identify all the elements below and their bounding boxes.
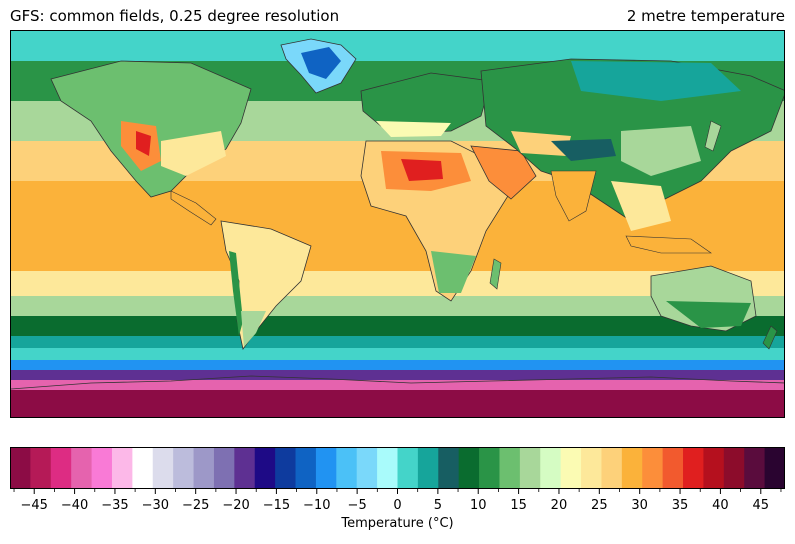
colorbar-tick-label: −5	[348, 498, 367, 513]
colorbar-cell	[336, 447, 358, 489]
colorbar	[10, 447, 785, 489]
sa-south	[241, 311, 266, 347]
band-sea-ice	[11, 360, 784, 370]
colorbar-cell	[254, 447, 276, 489]
colorbar-cell	[275, 447, 297, 489]
colorbar-cell	[744, 447, 766, 489]
colorbar-cell	[519, 447, 541, 489]
colorbar-cell	[91, 447, 113, 489]
indonesia	[625, 235, 712, 254]
madagascar	[489, 258, 502, 290]
colorbar-tick-label: 10	[470, 498, 487, 513]
tibet	[551, 139, 616, 161]
colorbar-tick-label: −35	[101, 498, 128, 513]
siberia	[571, 61, 741, 101]
colorbar-cell	[621, 447, 643, 489]
colorbar-cell	[723, 447, 745, 489]
band-sea-ice-outer	[11, 370, 784, 380]
band-southern-ocean	[11, 336, 784, 348]
colorbar-tick-label: −10	[303, 498, 330, 513]
colorbar-tick-label: −45	[21, 498, 48, 513]
colorbar-border	[10, 447, 785, 489]
colorbar-cell	[295, 447, 317, 489]
colorbar-label: Temperature (°C)	[341, 516, 454, 531]
colorbar-cell	[111, 447, 133, 489]
title-left: GFS: common fields, 0.25 degree resoluti…	[10, 7, 340, 25]
colorbar-cell	[132, 447, 154, 489]
colorbar-cell	[560, 447, 582, 489]
se-asia	[611, 181, 671, 231]
colorbar-cell	[581, 447, 603, 489]
central-asia-hot	[511, 131, 571, 156]
colorbar-tick-label: 45	[753, 498, 770, 513]
australia-south	[666, 301, 751, 328]
colorbar-cell	[50, 447, 72, 489]
colorbar-tick-label: 30	[631, 498, 648, 513]
greenland-core	[301, 47, 341, 79]
na-hot-core	[136, 131, 151, 156]
sahara-core	[401, 159, 443, 181]
colorbar-cell	[30, 447, 52, 489]
colorbar-cell	[213, 447, 235, 489]
colorbar-cell	[417, 447, 439, 489]
europe-south	[376, 121, 451, 137]
title-right: 2 metre temperature	[626, 7, 785, 25]
colorbar-tick-label: 15	[510, 498, 527, 513]
band-south-high	[11, 316, 784, 336]
map-panel	[10, 30, 785, 418]
colorbar-tick-label: 40	[712, 498, 729, 513]
colorbar-cell	[601, 447, 623, 489]
band-southern-ice	[11, 348, 784, 360]
africa-south	[431, 251, 476, 293]
band-antarctic-edge	[11, 380, 784, 390]
antarctic-coast	[11, 375, 784, 390]
colorbar-cell	[193, 447, 215, 489]
colorbar-tick-label: −30	[142, 498, 169, 513]
colorbar-cell	[315, 447, 337, 489]
colorbar-tick-label: −20	[222, 498, 249, 513]
colorbar-cell	[438, 447, 460, 489]
colorbar-cell	[479, 447, 501, 489]
colorbar-cell	[499, 447, 521, 489]
europe	[360, 72, 492, 134]
band-south-mid	[11, 296, 784, 316]
colorbar-ticks: −45 −40 −35 −30 −25 −20 −15 −10 −5 0 5 10 15 20 25 30 35…	[13, 489, 782, 513]
colorbar-tick-label: 20	[551, 498, 568, 513]
india	[550, 170, 597, 222]
colorbar-tick-label: 5	[434, 498, 442, 513]
colorbar-cell	[377, 447, 399, 489]
colorbar-cell	[683, 447, 705, 489]
colorbar-tick-label: 35	[672, 498, 689, 513]
colorbar-tick-label: −40	[61, 498, 88, 513]
colorbar-cell	[458, 447, 480, 489]
colorbar-tick-label: 25	[591, 498, 608, 513]
colorbar-cell	[234, 447, 256, 489]
colorbar-cell	[764, 447, 785, 489]
colorbar-tick-label: 0	[393, 498, 401, 513]
colorbar-cell	[540, 447, 562, 489]
colorbar-cells	[10, 447, 785, 489]
colorbar-cell	[71, 447, 93, 489]
colorbar-cell	[642, 447, 664, 489]
na-southeast	[161, 131, 226, 176]
japan	[704, 120, 722, 152]
colorbar-cell	[662, 447, 684, 489]
colorbar-cell	[173, 447, 195, 489]
colorbar-cell	[10, 447, 31, 489]
new-zealand	[762, 325, 778, 350]
china-east	[621, 126, 701, 176]
temperature-map	[11, 31, 784, 417]
colorbar-cell	[356, 447, 378, 489]
colorbar-cell	[152, 447, 174, 489]
colorbar-tick-label: −25	[182, 498, 209, 513]
sa-andes	[229, 251, 243, 336]
band-antarctica	[11, 390, 784, 417]
colorbar-cell	[703, 447, 725, 489]
colorbar-cell	[397, 447, 419, 489]
central-america	[170, 190, 217, 226]
arabia	[470, 145, 537, 200]
colorbar-tick-label: −15	[263, 498, 290, 513]
band-arctic	[11, 31, 784, 61]
